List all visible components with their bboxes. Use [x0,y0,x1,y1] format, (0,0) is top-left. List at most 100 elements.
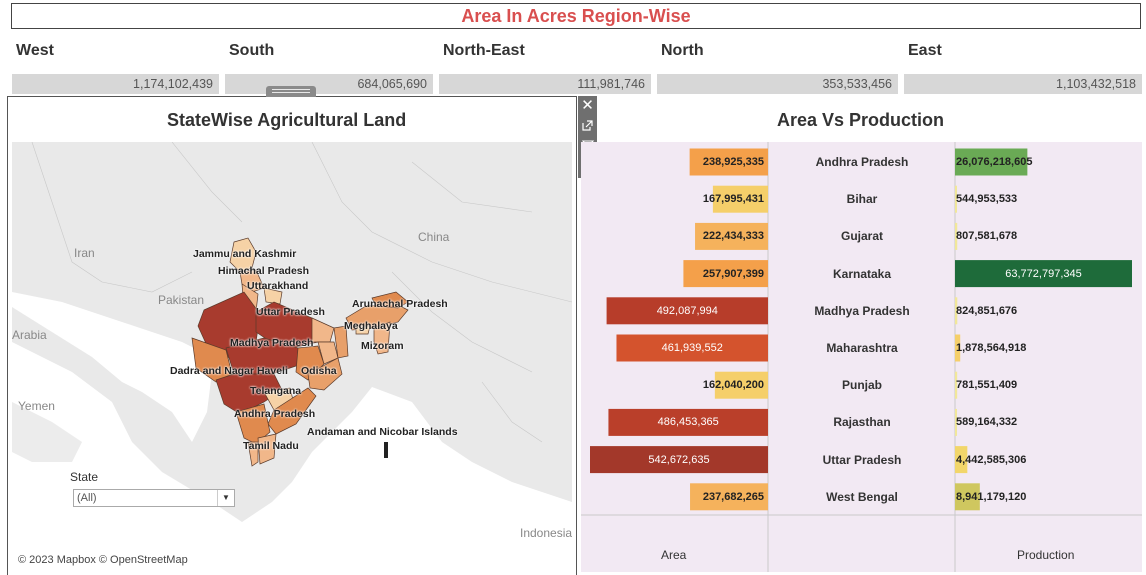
production-value-label-maharashtra: 1,878,564,918 [956,342,1027,354]
production-value-label-punjab: 781,551,409 [956,379,1018,392]
region-value-south[interactable]: 684,065,690 [225,74,433,94]
production-value-label-rajasthan: 589,164,332 [956,416,1018,429]
map-attribution[interactable]: © 2023 Mapbox © OpenStreetMap [18,554,188,566]
drag-handle[interactable] [266,86,316,97]
category-label-rajasthan: Rajasthan [833,415,891,430]
state-label-jammu-and-kashmir: Jammu and Kashmir [193,248,297,260]
area-bar-uttar-pradesh[interactable] [590,446,768,474]
production-bar-rajasthan[interactable] [955,408,957,436]
state-label-tamil-nadu: Tamil Nadu [243,440,299,452]
state-label-meghalaya: Meghalaya [344,320,398,332]
production-value-label-karnataka: 63,772,797,345 [1005,267,1082,280]
category-label-uttar-pradesh: Uttar Pradesh [822,452,902,467]
production-bar-andhra-pradesh[interactable] [955,148,1028,176]
region-label-north: North [661,42,704,59]
state-shape-west-bengal[interactable] [333,325,349,359]
state-label-madhya-pradesh: Madhya Pradesh [230,337,314,349]
state-shape-uttar-pradesh[interactable] [255,301,319,349]
map-title: StateWise Agricultural Land [167,110,407,130]
state-label-dadra-and-nagar-haveli: Dadra and Nagar Haveli [170,365,288,377]
region-value-north[interactable]: 353,533,456 [657,74,898,94]
production-axis-title: Production [1017,548,1075,562]
state-shape-uttarakhand[interactable] [263,287,283,305]
geo-label-indonesia: Indonesia [520,526,572,540]
category-label-west-bengal: West Bengal [826,489,898,504]
chart-title: Area Vs Production [777,110,945,130]
area-value-label-andhra-pradesh: 238,925,335 [702,156,764,168]
state-shape-arunachal-pradesh[interactable] [371,291,409,309]
area-value-label-maharashtra: 461,939,552 [661,342,723,354]
state-shape-andaman-islands[interactable] [384,442,388,458]
sea-area [12,292,212,442]
geo-label-iran: Iran [74,246,95,260]
state-shape-jammu-and-kashmir[interactable] [229,237,257,273]
geo-label-pakistan: Pakistan [158,293,205,307]
area-bar-maharashtra[interactable] [616,334,768,362]
area-value-label-rajasthan: 486,453,365 [657,416,719,429]
area-bar-andhra-pradesh[interactable] [689,148,768,176]
state-filter-label: State [70,470,99,484]
state-label-uttarakhand: Uttarakhand [247,280,309,292]
state-shape-odisha[interactable] [307,357,343,391]
production-bar-punjab[interactable] [955,371,958,399]
statewise-map[interactable]: Iran China Pakistan Arabia Yemen Indones… [12,142,572,572]
production-bar-maharashtra[interactable] [955,334,961,362]
area-value-label-west-bengal: 237,682,265 [702,490,764,503]
state-label-arunachal-pradesh: Arunachal Pradesh [352,298,448,310]
state-label-mizoram: Mizoram [361,340,404,352]
area-bar-gujarat[interactable] [695,222,768,250]
area-bar-bihar[interactable] [712,185,768,213]
region-label-north-east: North-East [443,42,525,59]
category-label-punjab: Punjab [841,378,882,393]
geo-label-arabia: Arabia [12,328,47,342]
area-value-label-uttar-pradesh: 542,672,635 [648,453,710,466]
production-bar-uttar-pradesh[interactable] [955,446,968,474]
production-bar-gujarat[interactable] [955,222,958,250]
production-value-label-andhra-pradesh: 26,076,218,605 [956,156,1033,168]
area-value-label-madhya-pradesh: 492,087,994 [656,304,718,317]
state-shape-mizoram[interactable] [373,321,391,355]
production-value-label-uttar-pradesh: 4,442,585,306 [956,453,1027,466]
production-value-label-madhya-pradesh: 824,851,676 [956,304,1018,317]
state-shape-kerala[interactable] [247,441,259,467]
state-label-himachal-pradesh: Himachal Pradesh [218,265,310,277]
state-filter-dropdown[interactable]: (All) ▼ [73,489,235,507]
state-label-uttar-pradesh: Uttar Pradesh [256,306,325,318]
state-shape-tamil-nadu[interactable] [257,433,277,465]
production-bar-madhya-pradesh[interactable] [955,297,958,325]
yemen-land [12,402,82,462]
popout-icon[interactable] [578,116,597,136]
area-value-label-punjab: 162,040,200 [702,379,764,392]
area-bar-rajasthan[interactable] [608,408,768,436]
region-value-east[interactable]: 1,103,432,518 [904,74,1142,94]
area-value-label-karnataka: 257,907,399 [702,267,764,280]
area-bar-madhya-pradesh[interactable] [606,297,768,325]
area-bar-punjab[interactable] [714,371,768,399]
chart-canvas [581,142,1142,572]
region-value-west[interactable]: 1,174,102,439 [12,74,219,94]
production-bar-bihar[interactable] [955,185,957,213]
production-bar-west-bengal[interactable] [955,483,980,511]
ocean-area [12,342,572,572]
area-value-label-bihar: 167,995,431 [702,193,764,206]
close-icon[interactable]: ✕ [581,97,594,114]
category-label-madhya-pradesh: Madhya Pradesh [814,303,910,318]
area-bar-west-bengal[interactable] [690,483,768,511]
area-vs-production-chart[interactable] [581,142,1142,572]
category-label-gujarat: Gujarat [840,229,883,244]
area-axis-title: Area [661,548,687,562]
area-bar-karnataka[interactable] [683,260,768,288]
state-label-andaman-and-nicobar-islands: Andaman and Nicobar Islands [307,426,458,438]
production-bar-karnataka[interactable] [955,260,1132,288]
production-value-label-bihar: 544,953,533 [956,193,1018,206]
state-label-telangana: Telangana [250,385,302,397]
chevron-down-icon[interactable]: ▼ [217,490,234,506]
map-canvas [12,142,572,572]
production-value-label-west-bengal: 8,941,179,120 [956,490,1027,503]
area-value-label-gujarat: 222,434,333 [702,230,764,243]
state-shape-meghalaya[interactable] [355,325,371,335]
category-label-karnataka: Karnataka [832,266,892,281]
dashboard-title: Area In Acres Region-Wise [11,3,1141,29]
region-value-north-east[interactable]: 111,981,746 [439,74,651,94]
geo-label-yemen: Yemen [18,399,55,413]
